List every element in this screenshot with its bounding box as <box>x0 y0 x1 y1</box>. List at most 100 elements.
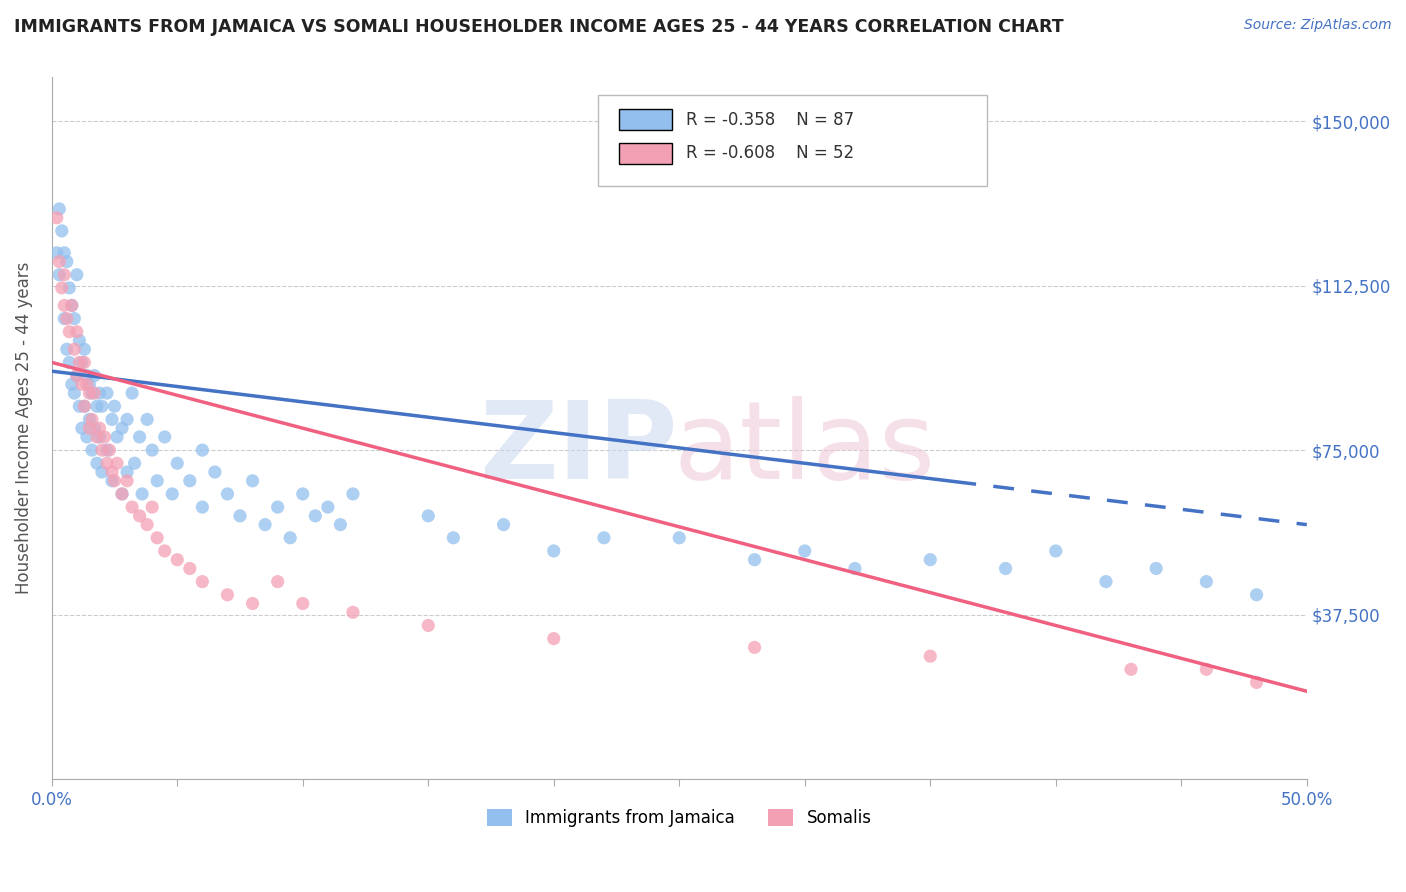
Point <box>48 268 70 282</box>
Point <box>131 487 153 501</box>
Point <box>91 465 114 479</box>
Point <box>56 254 79 268</box>
Point <box>793 544 815 558</box>
Point <box>304 508 326 523</box>
Point <box>98 443 121 458</box>
Point <box>668 531 690 545</box>
Point <box>70 421 93 435</box>
Point <box>83 421 105 435</box>
Point <box>121 500 143 514</box>
Point <box>191 574 214 589</box>
Point <box>115 474 138 488</box>
Point <box>66 325 89 339</box>
Point <box>153 430 176 444</box>
Point <box>115 465 138 479</box>
Point <box>166 552 188 566</box>
Point <box>136 517 159 532</box>
Point <box>166 456 188 470</box>
Point <box>79 412 101 426</box>
Point <box>179 561 201 575</box>
Point <box>204 465 226 479</box>
Point <box>101 412 124 426</box>
Point <box>217 588 239 602</box>
Point <box>103 399 125 413</box>
Point <box>316 500 339 514</box>
Point <box>128 430 150 444</box>
Point <box>63 386 86 401</box>
Point <box>48 202 70 216</box>
Point <box>79 386 101 401</box>
Point <box>1095 574 1118 589</box>
Point <box>105 456 128 470</box>
Point <box>146 531 169 545</box>
Point <box>229 508 252 523</box>
Point <box>79 421 101 435</box>
Point <box>83 386 105 401</box>
Legend: Immigrants from Jamaica, Somalis: Immigrants from Jamaica, Somalis <box>481 802 879 834</box>
Point <box>67 334 90 348</box>
Point <box>1195 662 1218 676</box>
Point <box>80 443 103 458</box>
Point <box>45 245 67 260</box>
Point <box>266 574 288 589</box>
Point <box>48 254 70 268</box>
Point <box>329 517 352 532</box>
Point <box>146 474 169 488</box>
Point <box>418 508 440 523</box>
Point <box>53 298 76 312</box>
Text: IMMIGRANTS FROM JAMAICA VS SOMALI HOUSEHOLDER INCOME AGES 25 - 44 YEARS CORRELAT: IMMIGRANTS FROM JAMAICA VS SOMALI HOUSEH… <box>14 18 1064 36</box>
Point <box>115 412 138 426</box>
Point <box>91 399 114 413</box>
Point <box>543 544 565 558</box>
Point <box>179 474 201 488</box>
Point <box>1246 588 1268 602</box>
Y-axis label: Householder Income Ages 25 - 44 years: Householder Income Ages 25 - 44 years <box>15 262 32 594</box>
Point <box>744 552 766 566</box>
Point <box>105 430 128 444</box>
Point <box>441 531 464 545</box>
Point <box>63 343 86 357</box>
Point <box>51 281 73 295</box>
Point <box>56 343 79 357</box>
Point <box>111 421 134 435</box>
Point <box>291 597 314 611</box>
Point <box>994 561 1017 575</box>
Point <box>58 355 80 369</box>
Text: R = -0.608    N = 52: R = -0.608 N = 52 <box>686 145 853 162</box>
Point <box>76 430 98 444</box>
Point <box>111 487 134 501</box>
Point <box>191 443 214 458</box>
Text: atlas: atlas <box>673 396 936 502</box>
Point <box>593 531 616 545</box>
Point <box>418 618 440 632</box>
Point <box>80 386 103 401</box>
Point <box>67 399 90 413</box>
Point <box>242 474 264 488</box>
Point <box>56 311 79 326</box>
Point <box>76 377 98 392</box>
Point <box>79 377 101 392</box>
Point <box>96 386 118 401</box>
Point <box>53 245 76 260</box>
Point <box>141 500 163 514</box>
Point <box>73 343 96 357</box>
Point <box>86 399 108 413</box>
Point <box>66 368 89 383</box>
Point <box>254 517 277 532</box>
Point <box>70 355 93 369</box>
Point <box>70 377 93 392</box>
Point <box>73 399 96 413</box>
Point <box>1144 561 1167 575</box>
Point <box>543 632 565 646</box>
FancyBboxPatch shape <box>598 95 987 186</box>
Point <box>86 430 108 444</box>
Point <box>63 311 86 326</box>
Point <box>1119 662 1142 676</box>
Point <box>86 456 108 470</box>
FancyBboxPatch shape <box>619 109 672 130</box>
Point <box>492 517 515 532</box>
Point <box>278 531 301 545</box>
Point <box>128 508 150 523</box>
Point <box>91 443 114 458</box>
Point <box>45 211 67 225</box>
